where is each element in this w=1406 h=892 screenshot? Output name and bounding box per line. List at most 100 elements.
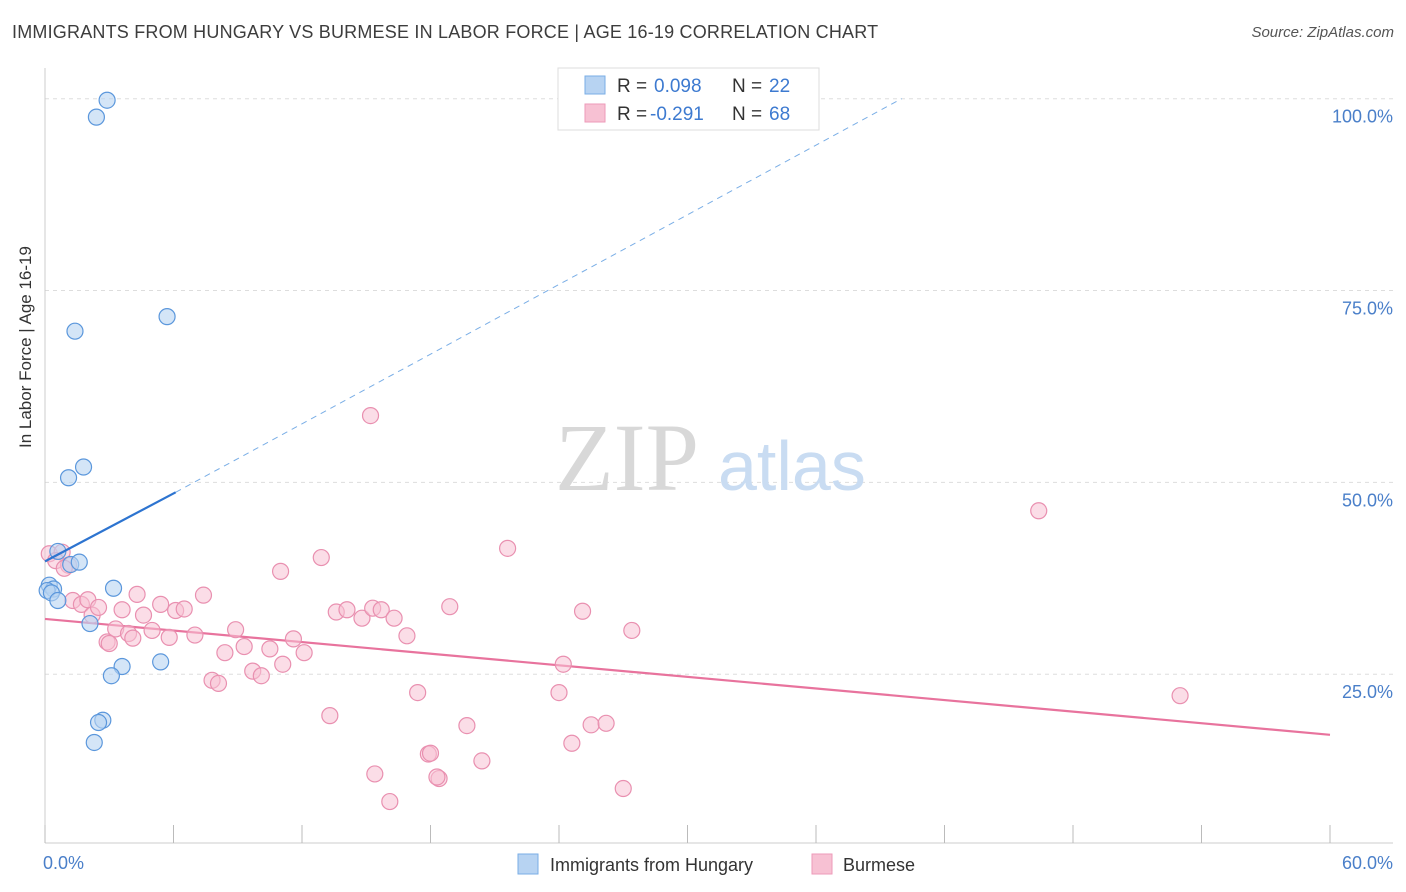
- point-burmese: [186, 626, 204, 644]
- stats-legend: R = 0.098 N = 22 R = -0.291 N = 68: [557, 67, 820, 131]
- point-hungary: [66, 322, 84, 340]
- point-burmese: [252, 667, 270, 685]
- point-hungary: [152, 653, 170, 671]
- axes: [44, 68, 1393, 844]
- series-label-hungary: Immigrants from Hungary: [550, 855, 753, 875]
- point-burmese: [89, 598, 108, 617]
- watermark-atlas: atlas: [718, 427, 866, 505]
- point-burmese: [1171, 687, 1189, 705]
- point-burmese: [582, 716, 600, 734]
- point-burmese: [623, 621, 641, 640]
- point-burmese: [361, 406, 380, 425]
- legend-r-value-burmese: -0.291: [650, 104, 704, 125]
- point-burmese: [124, 629, 142, 647]
- x-tick-label-max: 60.0%: [1342, 853, 1393, 873]
- point-burmese: [614, 779, 632, 798]
- watermark-zip: ZIP: [555, 404, 699, 511]
- legend-n-value-hungary: 22: [769, 76, 790, 97]
- point-hungary: [59, 469, 78, 487]
- point-hungary: [85, 733, 103, 752]
- legend-n-label-hungary: N =: [732, 76, 762, 97]
- point-burmese: [554, 655, 572, 673]
- point-burmese: [1030, 502, 1048, 520]
- point-burmese: [321, 707, 339, 725]
- y-tick-label: 50.0%: [1342, 490, 1393, 510]
- point-burmese: [441, 598, 459, 616]
- point-burmese: [366, 765, 384, 783]
- point-hungary: [70, 553, 88, 571]
- legend-r-value-hungary: 0.098: [654, 76, 702, 97]
- trend-line-burmese: [44, 617, 1331, 736]
- y-tick-label: 100.0%: [1332, 107, 1393, 127]
- point-burmese: [194, 586, 213, 604]
- point-burmese: [152, 595, 170, 613]
- point-burmese: [160, 628, 178, 646]
- point-burmese: [134, 606, 153, 624]
- point-burmese: [128, 585, 146, 603]
- point-burmese: [381, 792, 399, 811]
- point-burmese: [563, 734, 581, 752]
- y-axis-label: In Labor Force | Age 16-19: [16, 246, 35, 448]
- point-hungary: [89, 713, 108, 732]
- point-burmese: [499, 539, 517, 557]
- point-burmese: [409, 684, 427, 702]
- point-burmese: [295, 644, 313, 662]
- point-burmese: [312, 548, 330, 567]
- point-burmese: [458, 716, 476, 735]
- y-tick-label: 75.0%: [1342, 299, 1393, 319]
- point-burmese: [372, 601, 390, 619]
- series-swatch-burmese: [811, 853, 833, 875]
- chart-title: IMMIGRANTS FROM HUNGARY VS BURMESE IN LA…: [12, 22, 879, 42]
- point-burmese: [284, 630, 303, 648]
- series-swatch-hungary: [517, 853, 539, 875]
- y-tick-label: 25.0%: [1342, 682, 1393, 702]
- point-hungary: [74, 458, 93, 476]
- point-burmese: [261, 640, 279, 658]
- point-hungary: [158, 308, 176, 326]
- legend-n-value-burmese: 68: [769, 104, 790, 125]
- trend-line-hungary-extension: [175, 98, 902, 493]
- point-hungary: [98, 91, 116, 109]
- point-hungary: [102, 667, 120, 685]
- point-burmese: [113, 601, 131, 619]
- point-burmese: [338, 601, 356, 619]
- tick-labels: 25.0% 50.0% 75.0% 100.0% 0.0% 60.0%: [43, 107, 1393, 873]
- watermark: ZIP atlas: [555, 404, 866, 511]
- point-burmese: [209, 674, 228, 692]
- legend-swatch-burmese: [584, 103, 606, 123]
- series-label-burmese: Burmese: [843, 855, 915, 875]
- point-burmese: [175, 600, 193, 618]
- x-tick-label-min: 0.0%: [43, 853, 84, 873]
- series-legend: Immigrants from Hungary Burmese: [517, 853, 915, 875]
- point-burmese: [428, 768, 446, 786]
- point-burmese: [421, 744, 440, 762]
- point-hungary: [104, 579, 123, 597]
- point-burmese: [216, 644, 234, 662]
- point-burmese: [385, 609, 403, 627]
- point-burmese: [271, 562, 290, 580]
- point-burmese: [143, 621, 161, 640]
- legend-swatch-hungary: [584, 75, 606, 95]
- point-hungary: [81, 614, 99, 633]
- trend-lines: [44, 98, 1331, 736]
- point-burmese: [597, 714, 615, 732]
- legend-r-label-burmese: R =: [617, 104, 647, 125]
- legend-n-label-burmese: N =: [732, 104, 762, 125]
- data-points: [38, 91, 1189, 811]
- legend-r-label-hungary: R =: [617, 76, 647, 97]
- trend-line-hungary: [44, 491, 177, 563]
- point-burmese: [227, 621, 245, 639]
- point-burmese: [573, 602, 592, 620]
- point-burmese: [550, 684, 568, 702]
- point-hungary: [49, 591, 67, 610]
- point-burmese: [353, 609, 371, 627]
- point-burmese: [473, 752, 491, 770]
- point-burmese: [235, 637, 253, 656]
- point-burmese: [100, 634, 118, 653]
- point-burmese: [274, 655, 292, 673]
- point-hungary: [87, 108, 106, 126]
- point-burmese: [398, 627, 416, 645]
- source-label: Source: ZipAtlas.com: [1251, 24, 1394, 41]
- gridlines: [45, 98, 1393, 675]
